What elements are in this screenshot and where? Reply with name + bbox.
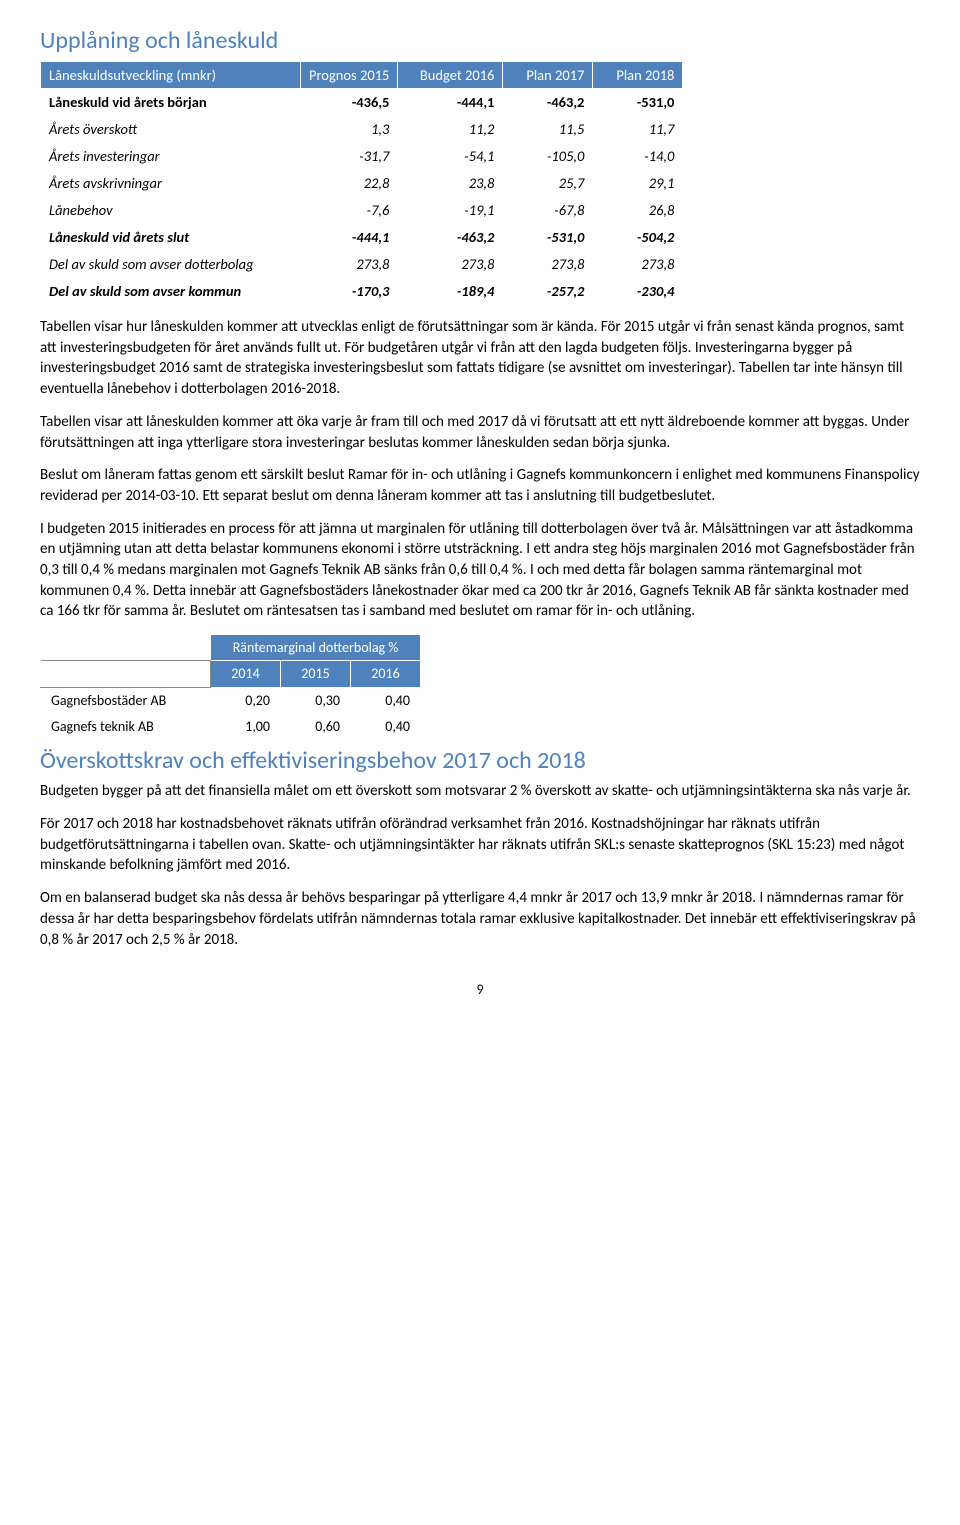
- row-value: 273,8: [301, 251, 398, 278]
- row-value: 273,8: [503, 251, 593, 278]
- row-value: 26,8: [593, 197, 683, 224]
- row-value: -436,5: [301, 89, 398, 116]
- col-header: Prognos 2015: [301, 62, 398, 89]
- row-value: 1,00: [211, 713, 281, 739]
- table-row: Gagnefs teknik AB1,000,600,40: [41, 713, 421, 739]
- page-number: 9: [40, 980, 920, 999]
- col-header: 2016: [351, 661, 421, 687]
- body-paragraph: Tabellen visar hur låneskulden kommer at…: [40, 317, 920, 400]
- row-value: 0,40: [351, 713, 421, 739]
- row-value: 0,20: [211, 687, 281, 713]
- row-value: -14,0: [593, 143, 683, 170]
- rantemarginal-table: Räntemarginal dotterbolag % 2014 2015 20…: [40, 634, 421, 740]
- body-paragraph: I budgeten 2015 initierades en process f…: [40, 519, 920, 622]
- row-value: 0,30: [281, 687, 351, 713]
- row-value: -463,2: [398, 224, 503, 251]
- body-paragraph: Beslut om låneram fattas genom ett särsk…: [40, 465, 920, 506]
- row-value: -54,1: [398, 143, 503, 170]
- row-value: -444,1: [398, 89, 503, 116]
- row-value: -105,0: [503, 143, 593, 170]
- table-header-row: Låneskuldsutveckling (mnkr) Prognos 2015…: [41, 62, 683, 89]
- body-paragraph: Budgeten bygger på att det finansiella m…: [40, 781, 920, 802]
- row-value: -531,0: [503, 224, 593, 251]
- row-value: 11,7: [593, 116, 683, 143]
- row-value: -19,1: [398, 197, 503, 224]
- row-label: Årets avskrivningar: [41, 170, 301, 197]
- row-value: 1,3: [301, 116, 398, 143]
- table-row: Gagnefsbostäder AB0,200,300,40: [41, 687, 421, 713]
- row-value: -230,4: [593, 278, 683, 305]
- body-paragraph: Om en balanserad budget ska nås dessa år…: [40, 888, 920, 950]
- row-label: Del av skuld som avser dotterbolag: [41, 251, 301, 278]
- laneskuld-table: Låneskuldsutveckling (mnkr) Prognos 2015…: [40, 61, 683, 305]
- row-label: Låneskuld vid årets början: [41, 89, 301, 116]
- row-value: -67,8: [503, 197, 593, 224]
- table-row: Årets överskott1,311,211,511,7: [41, 116, 683, 143]
- row-label: Gagnefs teknik AB: [41, 713, 211, 739]
- row-value: -31,7: [301, 143, 398, 170]
- table-row: Årets avskrivningar22,823,825,729,1: [41, 170, 683, 197]
- row-value: -504,2: [593, 224, 683, 251]
- col-header: Plan 2017: [503, 62, 593, 89]
- row-value: 25,7: [503, 170, 593, 197]
- table-header-row: 2014 2015 2016: [41, 661, 421, 687]
- section-title-overskott: Överskottskrav och effektiviseringsbehov…: [40, 744, 920, 777]
- row-value: 11,2: [398, 116, 503, 143]
- row-value: 23,8: [398, 170, 503, 197]
- row-value: -444,1: [301, 224, 398, 251]
- section-title-upplaning: Upplåning och låneskuld: [40, 24, 920, 57]
- col-header: Plan 2018: [593, 62, 683, 89]
- row-value: -170,3: [301, 278, 398, 305]
- row-value: -463,2: [503, 89, 593, 116]
- table-row: Låneskuld vid årets slut-444,1-463,2-531…: [41, 224, 683, 251]
- table-row: Lånebehov-7,6-19,1-67,826,8: [41, 197, 683, 224]
- col-header: 2015: [281, 661, 351, 687]
- row-value: 273,8: [398, 251, 503, 278]
- row-value: -7,6: [301, 197, 398, 224]
- table-super-header-row: Räntemarginal dotterbolag %: [41, 635, 421, 661]
- row-value: 273,8: [593, 251, 683, 278]
- body-paragraph: Tabellen visar att låneskulden kommer at…: [40, 412, 920, 453]
- body-paragraph: För 2017 och 2018 har kostnadsbehovet rä…: [40, 814, 920, 876]
- row-value: -531,0: [593, 89, 683, 116]
- row-value: -189,4: [398, 278, 503, 305]
- row-value: 29,1: [593, 170, 683, 197]
- table-row: Del av skuld som avser kommun-170,3-189,…: [41, 278, 683, 305]
- table-row: Del av skuld som avser dotterbolag273,82…: [41, 251, 683, 278]
- table-row: Årets investeringar-31,7-54,1-105,0-14,0: [41, 143, 683, 170]
- row-value: 0,60: [281, 713, 351, 739]
- row-label: Årets överskott: [41, 116, 301, 143]
- super-header: Räntemarginal dotterbolag %: [211, 635, 421, 661]
- row-label: Låneskuld vid årets slut: [41, 224, 301, 251]
- row-label: Lånebehov: [41, 197, 301, 224]
- col-header: Budget 2016: [398, 62, 503, 89]
- col-header: Låneskuldsutveckling (mnkr): [41, 62, 301, 89]
- table-row: Låneskuld vid årets början-436,5-444,1-4…: [41, 89, 683, 116]
- row-label: Del av skuld som avser kommun: [41, 278, 301, 305]
- row-label: Årets investeringar: [41, 143, 301, 170]
- row-value: 22,8: [301, 170, 398, 197]
- row-value: -257,2: [503, 278, 593, 305]
- row-value: 11,5: [503, 116, 593, 143]
- col-header: 2014: [211, 661, 281, 687]
- row-label: Gagnefsbostäder AB: [41, 687, 211, 713]
- row-value: 0,40: [351, 687, 421, 713]
